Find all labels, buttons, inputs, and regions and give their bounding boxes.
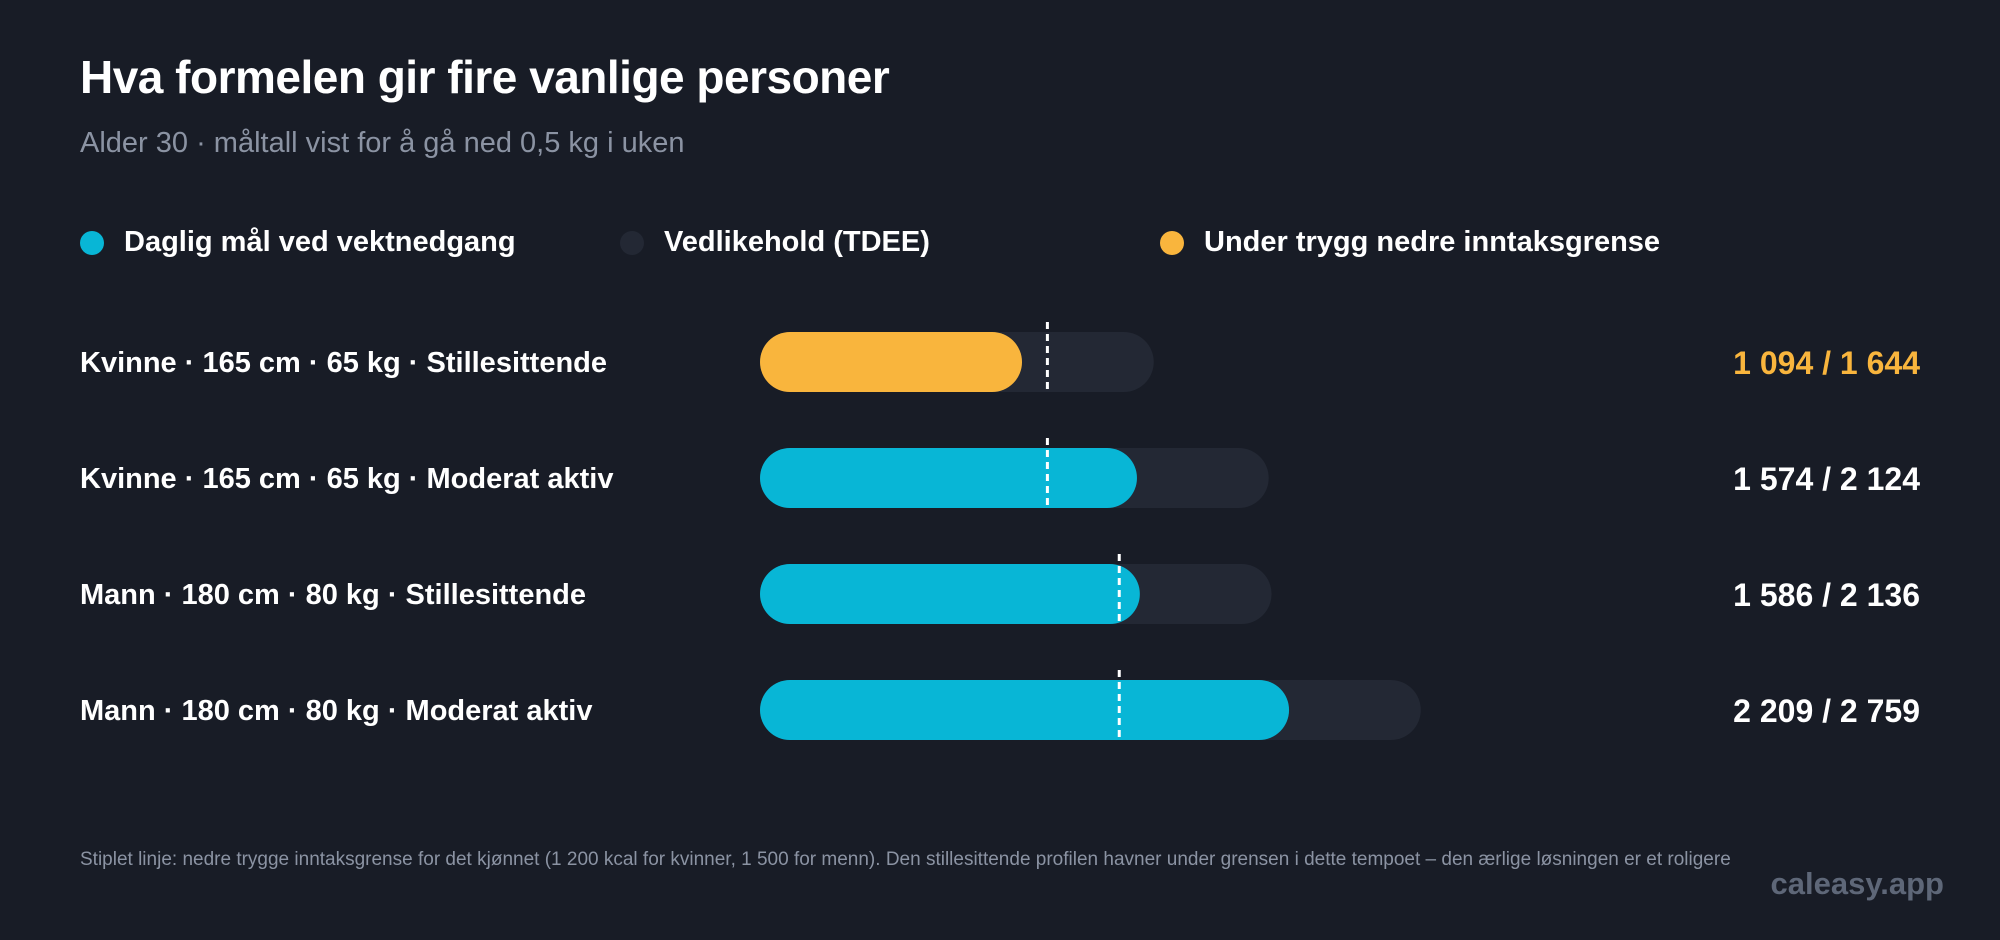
- legend-dot-below-minimum: [1160, 230, 1184, 255]
- legend-label-maintenance: Vedlikehold (TDEE): [664, 226, 930, 258]
- legend-label-target: Daglig mål ved vektnedgang: [124, 226, 516, 258]
- legend-item-target: Daglig mål ved vektnedgang: [80, 226, 516, 259]
- legend-dot-target: [80, 230, 104, 255]
- chart-title: Hva formelen gir fire vanlige personer: [80, 51, 890, 103]
- row-label: Mann · 180 cm · 80 kg · Moderat aktiv: [80, 695, 592, 727]
- legend-item-below-minimum: Under trygg nedre inntaksgrense: [1160, 226, 1660, 259]
- legend: Daglig mål ved vektnedgang Vedlikehold (…: [0, 226, 2000, 266]
- legend-dot-maintenance: [620, 230, 644, 255]
- target-bar-below-minimum: [760, 332, 1023, 392]
- value-label: 1 094 / 1 644: [1733, 345, 1920, 381]
- footnote: Stiplet linje: nedre trygge inntaksgrens…: [80, 849, 1731, 870]
- row-label: Mann · 180 cm · 80 kg · Stillesittende: [80, 579, 586, 611]
- value-label: 2 209 / 2 759: [1733, 693, 1920, 729]
- row-label: Kvinne · 165 cm · 65 kg · Stillesittende: [80, 347, 607, 379]
- legend-item-maintenance: Vedlikehold (TDEE): [620, 226, 930, 259]
- target-bar: [760, 680, 1290, 740]
- target-bar: [760, 448, 1137, 508]
- legend-label-below-minimum: Under trygg nedre inntaksgrense: [1204, 226, 1661, 258]
- bar-chart: Kvinne · 165 cm · 65 kg · Stillesittende…: [80, 322, 1920, 742]
- value-label: 1 574 / 2 124: [1733, 461, 1920, 497]
- brand-watermark: caleasy.app: [1770, 866, 1944, 901]
- chart-subtitle: Alder 30 · måltall vist for å gå ned 0,5…: [80, 127, 685, 159]
- row-label: Kvinne · 165 cm · 65 kg · Moderat aktiv: [80, 463, 613, 495]
- value-label: 1 586 / 2 136: [1733, 577, 1920, 613]
- target-bar: [760, 564, 1140, 624]
